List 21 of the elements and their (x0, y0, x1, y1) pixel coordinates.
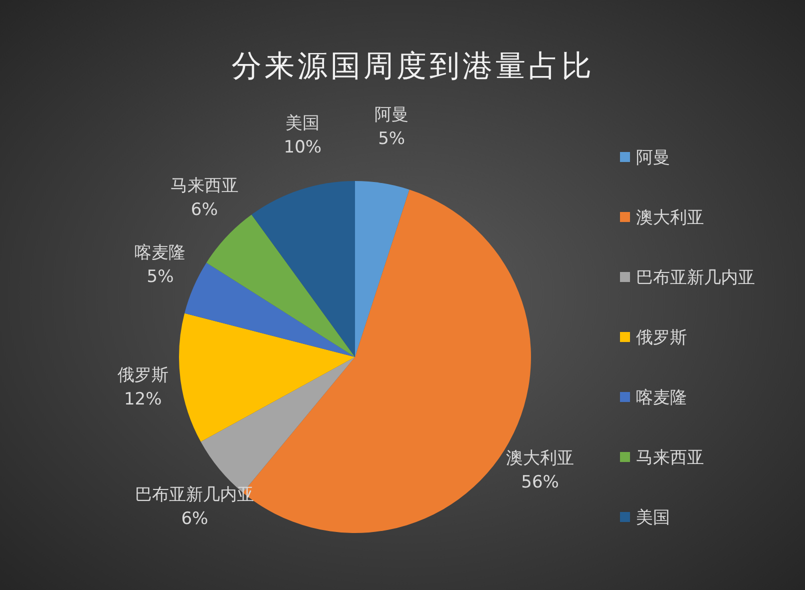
legend-label: 阿曼 (636, 148, 670, 168)
data-label: 10% (284, 137, 322, 158)
legend-label: 巴布亚新几内亚 (636, 268, 755, 288)
data-label: 56% (521, 472, 559, 493)
slice-label: 阿曼 (374, 104, 409, 125)
legend-label: 马来西亚 (636, 448, 704, 468)
data-label: 5% (146, 267, 174, 288)
data-label: 5% (378, 128, 406, 149)
legend-label: 美国 (636, 508, 670, 528)
data-label: 6% (181, 509, 208, 530)
slice-label: 美国 (286, 113, 320, 134)
slice-label: 马来西亚 (170, 176, 238, 196)
slice-label: 俄罗斯 (117, 365, 168, 386)
legend-label: 俄罗斯 (636, 328, 687, 348)
data-label: 12% (124, 389, 162, 410)
legend-label: 喀麦隆 (636, 388, 687, 408)
slice-label: 澳大利亚 (506, 448, 574, 469)
slice-label: 喀麦隆 (134, 243, 186, 264)
data-label: 6% (190, 200, 218, 220)
chart-title: 分来源国周度到港量占比 (232, 49, 594, 84)
legend-label: 澳大利亚 (636, 208, 704, 228)
